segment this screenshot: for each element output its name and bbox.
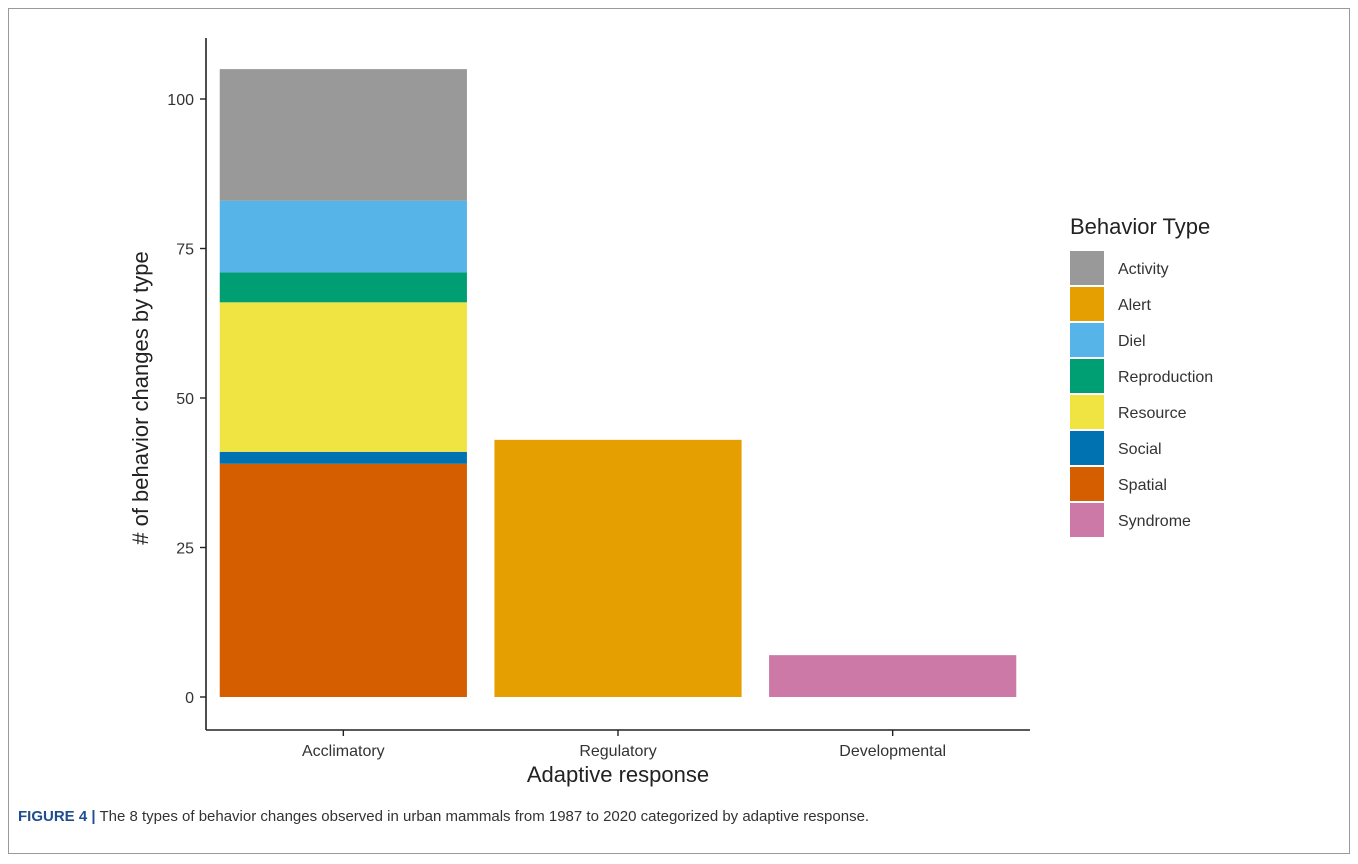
- legend-label-activity: Activity: [1118, 261, 1169, 278]
- legend-label-social: Social: [1118, 441, 1162, 458]
- bars-layer: [219, 69, 1017, 697]
- y-tick-label: 25: [176, 541, 194, 558]
- legend-key-reproduction: [1070, 359, 1104, 393]
- bar-segment-acclimatory-diel: [219, 200, 467, 273]
- y-tick-label: 100: [167, 92, 194, 109]
- bar-segment-acclimatory-resource: [219, 302, 467, 452]
- chart: 0 25 50 75 100 Acclimatory Regulatory Developm…: [128, 38, 1213, 787]
- legend-key-resource: [1070, 395, 1104, 429]
- caption-text: The 8 types of behavior changes observed…: [99, 808, 870, 825]
- legend-key-social: [1070, 431, 1104, 465]
- legend-label-diel: Diel: [1118, 333, 1146, 350]
- legend: Activity Alert Diel Reproduction Resource Soc…: [1070, 251, 1213, 537]
- x-tick-label: Regulatory: [579, 743, 656, 760]
- bar-segment-acclimatory-spatial: [219, 463, 467, 697]
- legend-label-spatial: Spatial: [1118, 477, 1167, 494]
- bar-segment-acclimatory-activity: [219, 69, 467, 201]
- legend-label-alert: Alert: [1118, 297, 1151, 314]
- y-tick-label: 50: [176, 391, 194, 408]
- x-axis-title: Adaptive response: [527, 762, 709, 787]
- legend-label-resource: Resource: [1118, 405, 1187, 422]
- bar-segment-developmental-syndrome: [769, 655, 1017, 697]
- x-tick-label: Acclimatory: [302, 743, 385, 760]
- y-ticks-layer: 0 25 50 75 100: [167, 92, 206, 707]
- bar-segment-regulatory-alert: [494, 439, 742, 697]
- legend-key-diel: [1070, 323, 1104, 357]
- caption-label: FIGURE 4: [18, 808, 88, 825]
- legend-label-reproduction: Reproduction: [1118, 369, 1213, 386]
- y-tick-label: 0: [185, 690, 194, 707]
- figure-caption: FIGURE 4 | The 8 types of behavior chang…: [18, 808, 869, 825]
- caption-separator: |: [91, 808, 96, 825]
- legend-key-activity: [1070, 251, 1104, 285]
- legend-key-syndrome: [1070, 503, 1104, 537]
- y-axis-title: # of behavior changes by type: [128, 251, 153, 545]
- x-tick-label: Developmental: [839, 743, 946, 760]
- bar-segment-acclimatory-social: [219, 451, 467, 464]
- x-ticks-layer: Acclimatory Regulatory Developmental: [302, 730, 946, 760]
- y-tick-label: 75: [176, 242, 194, 259]
- legend-title: Behavior Type: [1070, 214, 1210, 239]
- legend-key-spatial: [1070, 467, 1104, 501]
- legend-label-syndrome: Syndrome: [1118, 513, 1191, 530]
- bar-segment-acclimatory-reproduction: [219, 272, 467, 303]
- legend-key-alert: [1070, 287, 1104, 321]
